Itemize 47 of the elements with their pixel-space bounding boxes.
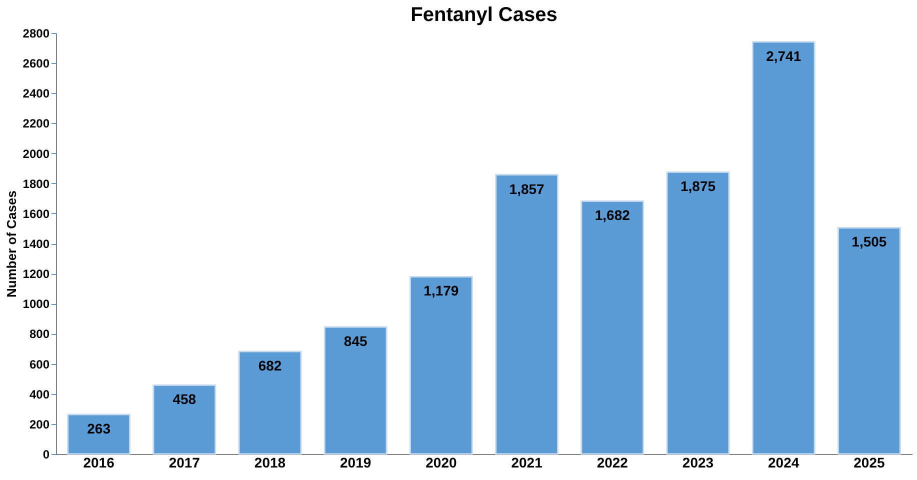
bar (324, 326, 388, 455)
y-tick-label: 200 (29, 417, 50, 432)
x-tick-label: 2016 (83, 454, 115, 470)
data-label: 458 (172, 391, 196, 408)
bar (837, 226, 901, 455)
bar (580, 200, 644, 455)
x-tick-label: 2017 (168, 454, 200, 470)
chart-title: Fentanyl Cases (410, 4, 558, 26)
data-label: 845 (344, 332, 368, 349)
data-label: 2,741 (766, 48, 802, 64)
bar (238, 350, 302, 455)
y-tick-label: 1200 (22, 267, 50, 282)
bar (752, 41, 816, 455)
x-tick-label: 2018 (254, 454, 286, 470)
x-tick-label: 2024 (768, 454, 800, 470)
data-label: 1,682 (594, 207, 630, 224)
data-label: 1,179 (424, 282, 459, 299)
y-tick-label: 1400 (22, 237, 50, 251)
y-tick-label: 2200 (22, 116, 50, 131)
data-label: 1,857 (509, 180, 545, 197)
bar (409, 276, 473, 455)
y-tick-label: 2400 (22, 86, 50, 101)
data-label: 1,505 (852, 234, 887, 250)
y-tick-label: 0 (42, 448, 50, 462)
x-tick-label: 2020 (426, 454, 457, 470)
bar (495, 174, 559, 455)
y-tick-label: 400 (29, 387, 50, 402)
y-tick-label: 600 (29, 357, 50, 372)
y-tick-label: 1000 (22, 297, 50, 312)
data-label: 263 (87, 420, 111, 436)
y-tick-label: 800 (29, 327, 50, 342)
data-label: 682 (258, 357, 282, 374)
y-tick-label: 2000 (22, 146, 50, 161)
x-tick-label: 2025 (854, 454, 885, 470)
y-axis-title: Number of Cases (4, 190, 19, 298)
bar (67, 414, 131, 455)
bar (666, 171, 730, 455)
y-tick-label: 1600 (22, 206, 50, 221)
y-tick-label: 2800 (22, 26, 50, 40)
x-tick-label: 2022 (596, 454, 628, 470)
x-tick-label: 2019 (340, 454, 372, 470)
y-tick-label: 2600 (22, 56, 50, 71)
x-tick-label: 2021 (511, 454, 543, 470)
bar (152, 384, 216, 455)
x-tick-label: 2023 (682, 454, 714, 470)
data-label: 1,875 (680, 178, 716, 194)
y-tick-label: 1800 (22, 176, 50, 191)
